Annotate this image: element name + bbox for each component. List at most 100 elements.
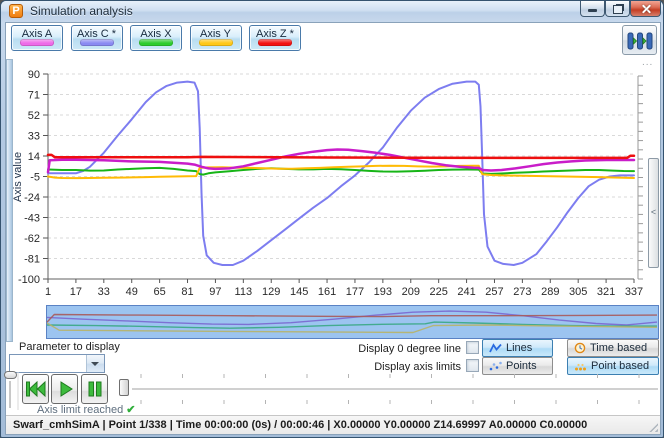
parameter-combobox[interactable]: [9, 354, 105, 373]
time-based-button[interactable]: Time based: [567, 339, 659, 357]
svg-text:71: 71: [28, 90, 40, 102]
overview-navigator-chart[interactable]: [46, 305, 659, 339]
svg-text:33: 33: [28, 131, 40, 143]
overview-series-teal: [46, 321, 657, 329]
svg-text:81: 81: [181, 286, 193, 298]
axis-button-label: Axis Y: [200, 28, 231, 40]
axis-button-axis-z[interactable]: Axis Z *: [249, 25, 301, 51]
series-axis-c: [47, 80, 635, 266]
svg-text:289: 289: [541, 286, 559, 298]
main-chart: 90 71 52 33 14 -5 -24 -43 -62 -81 -100 1 17 33 49 65 81 9…: [12, 69, 643, 298]
side-panel-collapse-handle[interactable]: <: [648, 158, 659, 268]
axis-color-swatch: [258, 39, 292, 46]
restore-button[interactable]: [605, 1, 630, 17]
svg-text:193: 193: [374, 286, 392, 298]
play-icon: [60, 381, 73, 397]
svg-text:-24: -24: [24, 192, 40, 204]
svg-text:-62: -62: [24, 233, 40, 245]
overview-series-maroon: [46, 313, 658, 323]
display-zero-line-label: Display 0 degree line: [358, 343, 461, 355]
overview-series-purple: [46, 310, 658, 326]
play-button[interactable]: [51, 374, 78, 404]
svg-text:209: 209: [402, 286, 420, 298]
lines-button-label: Lines: [506, 342, 533, 354]
axis-limit-text: Axis limit reached: [37, 404, 124, 416]
distribute-columns-button[interactable]: [622, 25, 657, 55]
svg-text:97: 97: [209, 286, 221, 298]
skip-to-start-button[interactable]: [22, 374, 49, 404]
svg-text:17: 17: [70, 286, 82, 298]
svg-text:52: 52: [28, 110, 40, 122]
svg-text:161: 161: [318, 286, 336, 298]
pause-button[interactable]: [81, 374, 108, 404]
svg-text:241: 241: [457, 286, 475, 298]
timeline-slider-thumb[interactable]: [119, 379, 129, 396]
status-bar: Swarf_cmhSimA | Point 1/338 | Time 00:00…: [6, 415, 660, 434]
minimize-icon: [588, 9, 597, 12]
svg-text:90: 90: [28, 69, 40, 81]
svg-text:257: 257: [485, 286, 503, 298]
axis-button-axis-y[interactable]: Axis Y: [189, 25, 242, 51]
svg-text:145: 145: [290, 286, 308, 298]
svg-text:14: 14: [28, 151, 40, 163]
restore-icon: [613, 5, 623, 14]
svg-text:-100: -100: [18, 274, 40, 286]
check-icon: ✔: [126, 404, 136, 416]
parameter-to-display-label: Parameter to display: [19, 341, 120, 353]
point-row-icon: [575, 363, 586, 370]
svg-text:1: 1: [45, 286, 51, 298]
svg-text:33: 33: [98, 286, 110, 298]
axis-color-swatch: [20, 39, 54, 46]
chevron-down-icon: [86, 355, 104, 372]
app-logo-icon: P: [9, 4, 23, 18]
display-axis-limits-label: Display axis limits: [374, 361, 461, 373]
scatter-points-icon: [489, 361, 502, 370]
axis-button-label: Axis Z *: [256, 28, 294, 40]
chart-overflow-indicator: ...: [642, 57, 654, 68]
point-based-button[interactable]: Point based: [567, 357, 659, 375]
minimize-button[interactable]: [580, 1, 605, 17]
left-splitter-bar[interactable]: [6, 59, 13, 342]
axis-button-axis-x[interactable]: Axis X: [130, 25, 182, 51]
overview-series-olive: [46, 322, 658, 334]
title-bar[interactable]: P Simulation analysis: [1, 1, 663, 22]
axis-color-swatch: [139, 39, 173, 46]
series-axis-x: [47, 166, 635, 176]
playback-track-area: [9, 372, 658, 410]
points-mode-button[interactable]: Points: [482, 357, 553, 375]
y-axis-label: Axis value: [12, 152, 24, 202]
axis-color-swatch: [198, 39, 233, 46]
close-icon: [646, 9, 647, 10]
speed-slider-thumb[interactable]: [4, 371, 17, 379]
svg-text:321: 321: [597, 286, 615, 298]
series-axis-y: [47, 164, 635, 180]
svg-text:-43: -43: [24, 213, 40, 225]
display-axis-limits-checkbox[interactable]: [466, 359, 479, 372]
time-based-button-label: Time based: [590, 342, 648, 354]
display-zero-line-checkbox[interactable]: [466, 341, 479, 354]
svg-text:129: 129: [262, 286, 280, 298]
status-bar-text: Swarf_cmhSimA | Point 1/338 | Time 00:00…: [13, 419, 588, 431]
point-based-button-label: Point based: [591, 360, 650, 372]
svg-text:305: 305: [569, 286, 587, 298]
line-chart-icon: [489, 342, 502, 352]
axis-button-axis-a[interactable]: Axis A: [11, 25, 63, 51]
axis-button-label: Axis C *: [76, 28, 117, 40]
svg-text:113: 113: [235, 286, 253, 298]
resize-grip[interactable]: [648, 422, 658, 432]
axis-button-label: Axis X: [140, 28, 172, 40]
points-button-label: Points: [506, 360, 537, 372]
svg-text:337: 337: [625, 286, 643, 298]
distribute-columns-icon: [627, 32, 653, 50]
axis-limit-status: Axis limit reached ✔: [37, 403, 135, 416]
svg-text:-5: -5: [30, 172, 40, 184]
axis-color-swatch: [79, 39, 114, 46]
axis-button-axis-c[interactable]: Axis C *: [70, 25, 123, 51]
window-title: Simulation analysis: [30, 4, 133, 18]
lines-mode-button[interactable]: Lines: [482, 339, 553, 357]
svg-text:49: 49: [126, 286, 138, 298]
close-button[interactable]: [630, 1, 661, 17]
series-axis-a: [46, 148, 636, 174]
series-axis-z: [46, 153, 636, 160]
